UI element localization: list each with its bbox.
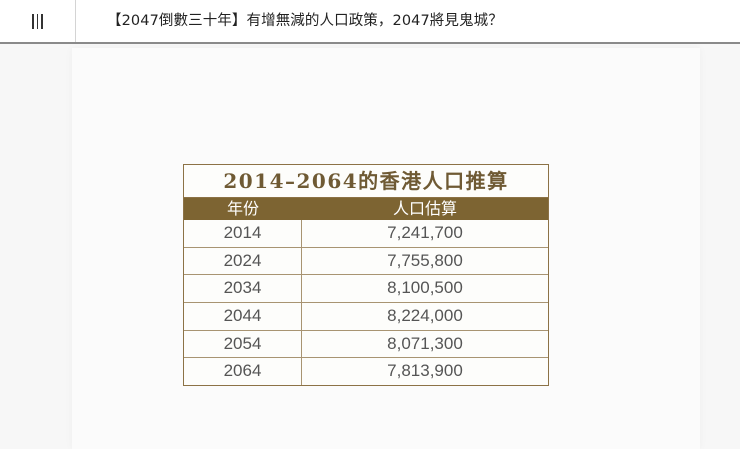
table-row: 2034 8,100,500 xyxy=(184,274,548,303)
table-header: 年份 人口估算 xyxy=(184,198,548,220)
population-cell: 7,241,700 xyxy=(387,223,463,242)
menu-button[interactable] xyxy=(0,0,76,42)
top-bar: 【2047倒數三十年】有增無減的人口政策，2047將見鬼城？ xyxy=(0,0,740,44)
column-header-population: 人口估算 xyxy=(392,199,457,218)
year-cell: 2014 xyxy=(184,220,302,247)
year-cell: 2064 xyxy=(184,358,302,386)
table-row: 2044 8,224,000 xyxy=(184,302,548,330)
population-cell: 8,100,500 xyxy=(387,278,463,298)
population-cell: 7,813,900 xyxy=(387,361,463,381)
population-cell: 8,071,300 xyxy=(387,333,463,353)
article-image: 2014–2064的香港人口推算 年份 人口估算 2014 7,241,700 … xyxy=(72,48,700,449)
year-cell: 2024 xyxy=(184,247,302,275)
article-content: 2014–2064的香港人口推算 年份 人口估算 2014 7,241,700 … xyxy=(0,44,740,449)
year-cell: 2034 xyxy=(184,275,302,303)
table-row: 2064 7,813,900 xyxy=(184,357,548,386)
table-row: 2054 8,071,300 xyxy=(184,329,548,358)
column-header-year: 年份 xyxy=(226,199,259,218)
table-row: 2014 7,241,700 xyxy=(184,220,548,247)
year-cell: 2044 xyxy=(184,303,302,330)
article-title: 【2047倒數三十年】有增無減的人口政策，2047將見鬼城？ xyxy=(107,13,503,29)
population-cell: 8,224,000 xyxy=(387,306,463,326)
population-table: 2014–2064的香港人口推算 年份 人口估算 2014 7,241,700 … xyxy=(183,164,549,387)
menu-icon xyxy=(32,13,43,29)
year-cell: 2054 xyxy=(184,330,302,358)
population-cell: 7,755,800 xyxy=(387,250,463,270)
table-body: 2014 7,241,700 2024 7,755,800 2034 8,100… xyxy=(184,220,548,386)
table-row: 2024 7,755,800 xyxy=(184,246,548,275)
table-title: 2014–2064的香港人口推算 xyxy=(184,165,548,198)
